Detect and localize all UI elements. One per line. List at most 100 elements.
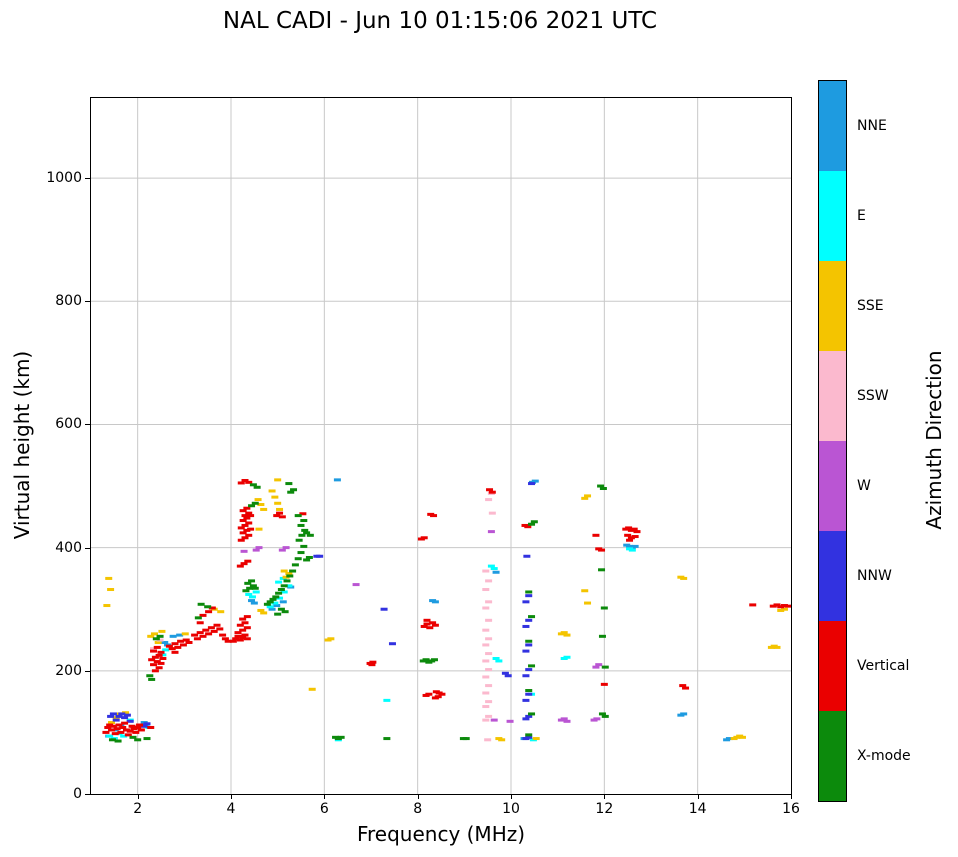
data-point-X-mode: [283, 579, 291, 583]
data-point-Vertical: [111, 732, 119, 736]
data-point-Vertical: [117, 730, 125, 734]
data-point-NNW: [123, 713, 131, 717]
data-point-Vertical: [151, 655, 159, 659]
data-point-E: [563, 655, 571, 659]
data-point-Vertical: [243, 516, 251, 520]
x-tick-label: 8: [413, 801, 423, 817]
data-point-SSE: [260, 611, 268, 615]
data-point-Vertical: [174, 645, 182, 649]
data-point-Vertical: [171, 642, 179, 646]
data-point-X-mode: [146, 674, 154, 678]
data-point-Vertical: [208, 606, 216, 610]
data-point-NNE: [680, 712, 688, 716]
data-point-Vertical: [130, 727, 138, 731]
data-point-NNW: [115, 714, 123, 718]
data-point-Vertical: [239, 617, 247, 621]
data-point-Vertical: [177, 639, 185, 643]
data-point-Vertical: [236, 623, 244, 627]
x-tick-label: 4: [226, 801, 236, 817]
data-point-Vertical: [243, 637, 251, 641]
colorbar-label-SSW: SSW: [857, 388, 889, 404]
data-point-Vertical: [234, 631, 242, 635]
data-point-X-mode: [294, 557, 302, 561]
data-point-Vertical: [157, 661, 165, 665]
data-point-Vertical: [426, 626, 434, 630]
data-point-SSE: [105, 576, 113, 580]
data-point-X-mode: [303, 558, 311, 562]
data-point-X-mode: [297, 551, 305, 555]
data-point-E: [106, 734, 114, 738]
data-point-SSE: [257, 503, 265, 507]
data-point-NNW: [525, 594, 533, 598]
data-point-Vertical: [524, 525, 532, 529]
data-point-SSE: [780, 607, 788, 611]
data-point-Vertical: [241, 514, 249, 518]
data-point-Vertical: [430, 514, 438, 518]
data-point-Vertical: [369, 660, 377, 664]
data-point-Vertical: [115, 723, 123, 727]
data-point-SSW: [482, 569, 490, 573]
data-point-E: [252, 590, 260, 594]
data-point-X-mode: [525, 590, 533, 594]
data-point-X-mode: [244, 581, 252, 585]
y-tick-label: 800: [55, 293, 82, 310]
data-point-NNW: [525, 668, 533, 672]
data-point-Vertical: [148, 658, 156, 662]
data-point-X-mode: [114, 739, 122, 743]
data-point-Vertical: [236, 564, 244, 568]
data-point-X-mode: [274, 612, 282, 616]
data-point-Vertical: [633, 530, 641, 534]
y-tick-mark: [85, 794, 90, 795]
data-point-W: [592, 665, 600, 669]
data-point-X-mode: [248, 504, 256, 508]
data-point-Vertical: [165, 644, 173, 648]
data-point-Vertical: [247, 514, 255, 518]
data-point-Vertical: [631, 535, 639, 539]
data-point-SSW: [485, 714, 493, 718]
data-point-SSW: [482, 628, 490, 632]
data-point-X-mode: [249, 584, 257, 588]
data-point-NNE: [273, 604, 281, 608]
data-point-W: [282, 546, 290, 550]
data-point-Vertical: [245, 480, 253, 484]
data-point-SSE: [254, 498, 262, 502]
data-point-Vertical: [420, 624, 428, 628]
data-point-X-mode: [143, 737, 151, 741]
data-point-X-mode: [598, 568, 606, 572]
colorbar-label-SSE: SSE: [857, 298, 884, 314]
data-point-SSW: [150, 647, 158, 651]
data-point-Vertical: [196, 631, 204, 635]
data-point-Vertical: [245, 521, 253, 525]
data-point-X-mode: [253, 485, 261, 489]
data-point-Vertical: [155, 666, 163, 670]
colorbar-label-NNE: NNE: [857, 118, 887, 134]
data-point-SSE: [108, 721, 116, 725]
data-point-NNW: [388, 642, 396, 646]
data-point-SSE: [276, 507, 284, 511]
data-point-Vertical: [600, 682, 608, 686]
data-point-E: [120, 734, 128, 738]
data-point-NNW: [525, 714, 533, 718]
data-point-E: [162, 648, 170, 652]
data-point-X-mode: [600, 606, 608, 610]
data-point-Vertical: [179, 643, 187, 647]
data-point-X-mode: [246, 586, 254, 590]
data-point-X-mode: [525, 689, 533, 693]
data-point-SSE: [584, 601, 592, 605]
data-point-NNW: [112, 718, 120, 722]
data-point-E: [487, 564, 495, 568]
data-point-E: [492, 656, 500, 660]
data-point-SSE: [257, 608, 265, 612]
colorbar-segment-SSW: [819, 351, 846, 441]
data-point-Vertical: [592, 533, 600, 537]
data-point-X-mode: [148, 677, 156, 681]
data-point-NNW: [523, 554, 531, 558]
data-point-Vertical: [625, 526, 633, 530]
data-point-X-mode: [287, 490, 295, 494]
data-point-NNW: [316, 554, 324, 558]
data-point-NNE: [169, 634, 177, 638]
data-point-Vertical: [155, 653, 163, 657]
data-point-Vertical: [780, 604, 788, 608]
data-point-NNW: [525, 735, 533, 739]
